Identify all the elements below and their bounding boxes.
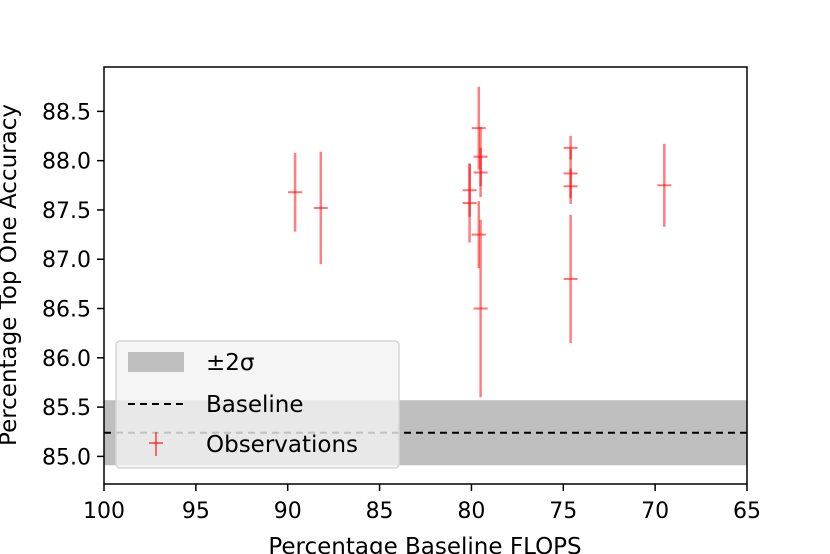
y-tick-label: 87.0 xyxy=(42,248,91,273)
y-tick-label: 86.5 xyxy=(42,298,91,323)
y-axis-label: Percentage Top One Accuracy xyxy=(0,104,22,446)
observation-point xyxy=(657,143,672,227)
x-tick-label: 75 xyxy=(549,499,577,524)
y-tick-label: 88.5 xyxy=(42,100,91,125)
legend-observations-label: Observations xyxy=(206,432,358,458)
x-tick-label: 90 xyxy=(274,499,302,524)
x-tick-label: 100 xyxy=(83,499,125,524)
y-tick-label: 88.0 xyxy=(42,150,91,175)
observation-point xyxy=(313,151,328,265)
observation-point xyxy=(473,219,488,398)
y-tick-label: 85.5 xyxy=(42,396,91,421)
y-tick-label: 87.5 xyxy=(42,199,91,224)
observation-point xyxy=(473,147,488,198)
y-tick-label: 86.0 xyxy=(42,347,91,372)
y-tick-label: 85.0 xyxy=(42,445,91,470)
observation-point xyxy=(563,168,578,205)
observation-point xyxy=(288,152,303,232)
legend-band-swatch xyxy=(128,352,184,372)
x-tick-label: 65 xyxy=(733,499,761,524)
observation-point xyxy=(563,214,578,344)
legend-baseline-label: Baseline xyxy=(206,392,304,418)
legend-band-label: ±2σ xyxy=(206,350,254,376)
legend: ±2σ Baseline Observations xyxy=(115,340,400,469)
observation-point xyxy=(462,163,477,243)
x-tick-label: 70 xyxy=(641,499,669,524)
legend-box xyxy=(115,340,400,469)
observations-layer xyxy=(288,86,672,398)
x-axis: 100 95 90 85 80 75 70 65 xyxy=(83,484,761,524)
x-tick-label: 95 xyxy=(182,499,210,524)
x-tick-label: 85 xyxy=(366,499,394,524)
x-axis-label: Percentage Baseline FLOPS xyxy=(268,534,581,554)
y-axis: 85.0 85.5 86.0 86.5 87.0 87.5 88.0 88.5 xyxy=(42,100,104,470)
x-tick-label: 80 xyxy=(457,499,485,524)
observation-point xyxy=(471,201,486,269)
plot-frame xyxy=(103,66,748,485)
